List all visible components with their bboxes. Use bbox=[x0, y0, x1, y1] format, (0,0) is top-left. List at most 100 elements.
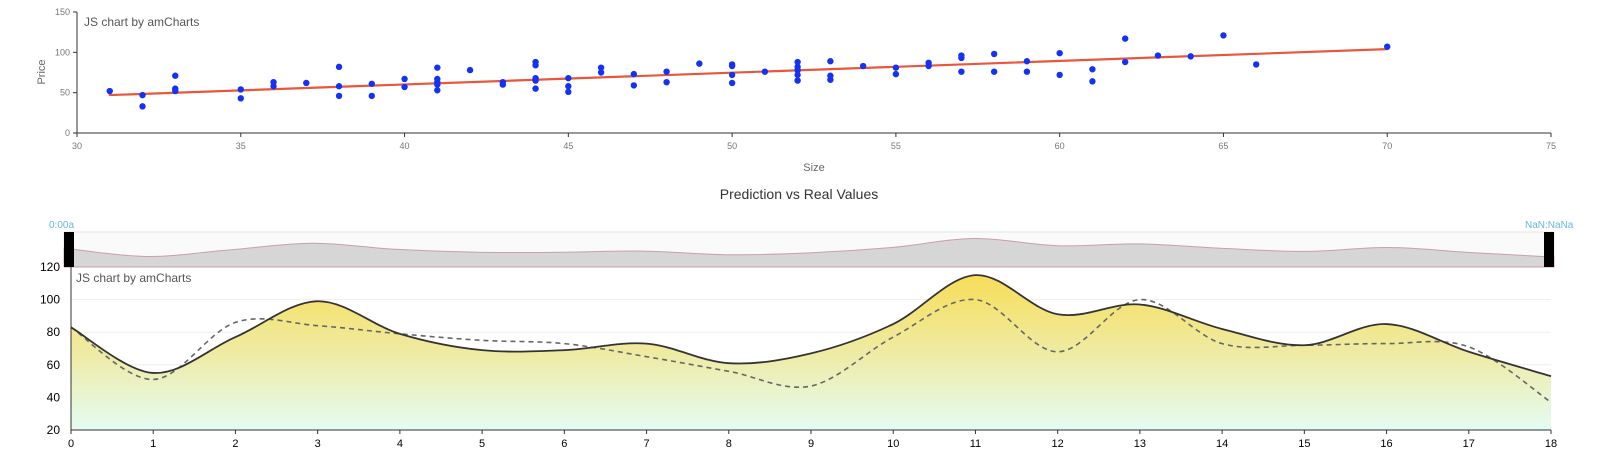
scatter-point[interactable] bbox=[565, 83, 572, 90]
area-x-tick-label: 15 bbox=[1298, 438, 1310, 450]
area-x-tick-label: 11 bbox=[970, 438, 981, 450]
scatter-point[interactable] bbox=[565, 88, 572, 96]
scatter-point[interactable] bbox=[597, 69, 605, 76]
scatter-point[interactable] bbox=[794, 58, 801, 66]
area-x-tick-label: 16 bbox=[1380, 438, 1392, 450]
scatter-point[interactable] bbox=[1089, 78, 1096, 85]
scatter-point[interactable] bbox=[794, 66, 801, 74]
scatter-point[interactable] bbox=[958, 54, 965, 62]
scatter-point[interactable] bbox=[1121, 58, 1129, 66]
scatter-point[interactable] bbox=[892, 70, 900, 78]
scatter-points bbox=[106, 32, 1391, 110]
scatter-point[interactable] bbox=[335, 92, 343, 100]
scatter-x-tick-label: 60 bbox=[1055, 141, 1065, 151]
scatter-point[interactable] bbox=[106, 87, 113, 95]
scatter-y-tick-label: 100 bbox=[55, 47, 70, 57]
scatter-trendline-group bbox=[108, 48, 1389, 97]
area-x-tick-label: 1 bbox=[150, 438, 156, 450]
scatter-point[interactable] bbox=[139, 91, 146, 99]
area-x-tick-label: 3 bbox=[315, 438, 321, 450]
scatter-point[interactable] bbox=[663, 78, 670, 86]
scatter-point[interactable] bbox=[532, 77, 539, 84]
area-x-tick-label: 5 bbox=[479, 438, 485, 450]
scatter-point[interactable] bbox=[892, 64, 900, 71]
scatter-trendline bbox=[108, 48, 1389, 97]
scatter-chart: JS chart by amCharts 0 50 100 150 30 35 40 45 5… bbox=[36, 7, 1556, 174]
area-chart-title: Prediction vs Real Values bbox=[720, 186, 878, 202]
scatter-y-tick-label: 0 bbox=[65, 128, 70, 138]
area-y-tick-label: 60 bbox=[47, 358, 61, 372]
scatter-point[interactable] bbox=[532, 85, 539, 92]
scatter-point[interactable] bbox=[597, 64, 605, 71]
area-y-axis: 20 40 60 80 100 120 bbox=[40, 260, 60, 437]
scatter-point[interactable] bbox=[794, 77, 801, 84]
scatter-point[interactable] bbox=[925, 62, 932, 70]
scatter-point[interactable] bbox=[1023, 68, 1031, 75]
area-y-tick-label: 100 bbox=[40, 293, 60, 307]
area-x-tick-label: 18 bbox=[1545, 438, 1557, 450]
scatter-y-axis: 0 50 100 150 bbox=[55, 7, 78, 138]
scrollbar-end-label: NaN:NaNa bbox=[1525, 220, 1574, 231]
scatter-point[interactable] bbox=[172, 87, 179, 95]
scatter-point[interactable] bbox=[401, 83, 408, 91]
scatter-point[interactable] bbox=[1121, 35, 1129, 42]
scatter-point[interactable] bbox=[663, 68, 670, 75]
scatter-point[interactable] bbox=[794, 71, 801, 79]
scatter-point[interactable] bbox=[696, 60, 703, 67]
scatter-point[interactable] bbox=[434, 87, 441, 94]
scatter-point[interactable] bbox=[990, 68, 998, 75]
scatter-point[interactable] bbox=[630, 70, 638, 78]
scatter-point[interactable] bbox=[1023, 58, 1031, 65]
scrollbar-right-grip[interactable] bbox=[1544, 232, 1554, 267]
area-x-tick-label: 4 bbox=[397, 438, 403, 450]
scatter-point[interactable] bbox=[1154, 52, 1162, 59]
scatter-x-tick-label: 45 bbox=[563, 141, 573, 151]
scatter-point[interactable] bbox=[1089, 66, 1096, 73]
scrollbar[interactable] bbox=[63, 231, 1555, 268]
area-fill bbox=[71, 275, 1551, 430]
scatter-point[interactable] bbox=[958, 68, 965, 75]
area-y-tick-label: 120 bbox=[40, 260, 60, 274]
scatter-y-tick-label: 50 bbox=[60, 88, 70, 98]
real-values-line bbox=[70, 274, 1552, 378]
scatter-point[interactable] bbox=[990, 50, 998, 58]
scatter-point[interactable] bbox=[1384, 43, 1391, 50]
scatter-point[interactable] bbox=[1253, 61, 1260, 68]
scatter-point[interactable] bbox=[270, 83, 277, 90]
scatter-point[interactable] bbox=[335, 63, 343, 71]
scatter-point[interactable] bbox=[466, 66, 474, 74]
scatter-point[interactable] bbox=[728, 71, 736, 79]
scatter-point[interactable] bbox=[434, 81, 441, 88]
scatter-point[interactable] bbox=[401, 75, 408, 83]
scatter-point[interactable] bbox=[728, 79, 736, 87]
scatter-point[interactable] bbox=[172, 72, 179, 79]
scatter-point[interactable] bbox=[532, 62, 539, 69]
scatter-point[interactable] bbox=[368, 92, 375, 100]
scatter-point[interactable] bbox=[1187, 53, 1194, 60]
scatter-point[interactable] bbox=[237, 86, 244, 93]
scatter-x-tick-label: 75 bbox=[1546, 141, 1556, 151]
scatter-point[interactable] bbox=[237, 95, 244, 102]
scatter-point[interactable] bbox=[761, 68, 769, 75]
scatter-point[interactable] bbox=[859, 62, 867, 70]
scatter-point[interactable] bbox=[1056, 49, 1063, 57]
scatter-point[interactable] bbox=[499, 81, 507, 88]
area-x-tick-label: 0 bbox=[68, 438, 74, 450]
scatter-point[interactable] bbox=[728, 62, 736, 70]
area-x-axis: 0 1 2 3 4 5 6 7 8 9 10 11 12 13 14 15 16 17 18 bbox=[68, 430, 1557, 450]
scatter-point[interactable] bbox=[1220, 32, 1227, 39]
scatter-point[interactable] bbox=[630, 82, 638, 89]
scatter-point[interactable] bbox=[368, 80, 375, 87]
scrollbar-left-grip[interactable] bbox=[64, 232, 74, 267]
area-x-tick-label: 13 bbox=[1134, 438, 1146, 450]
scatter-point[interactable] bbox=[139, 103, 146, 110]
scatter-point[interactable] bbox=[827, 58, 834, 65]
scatter-point[interactable] bbox=[827, 76, 834, 83]
scatter-point[interactable] bbox=[303, 79, 310, 87]
scatter-point[interactable] bbox=[1056, 71, 1063, 79]
scatter-point[interactable] bbox=[434, 64, 441, 71]
scatter-x-tick-label: 55 bbox=[891, 141, 901, 151]
scatter-point[interactable] bbox=[565, 74, 572, 82]
scatter-point[interactable] bbox=[335, 83, 343, 90]
area-chart: Prediction vs Real Values 0:00a NaN:NaNa… bbox=[40, 186, 1574, 450]
